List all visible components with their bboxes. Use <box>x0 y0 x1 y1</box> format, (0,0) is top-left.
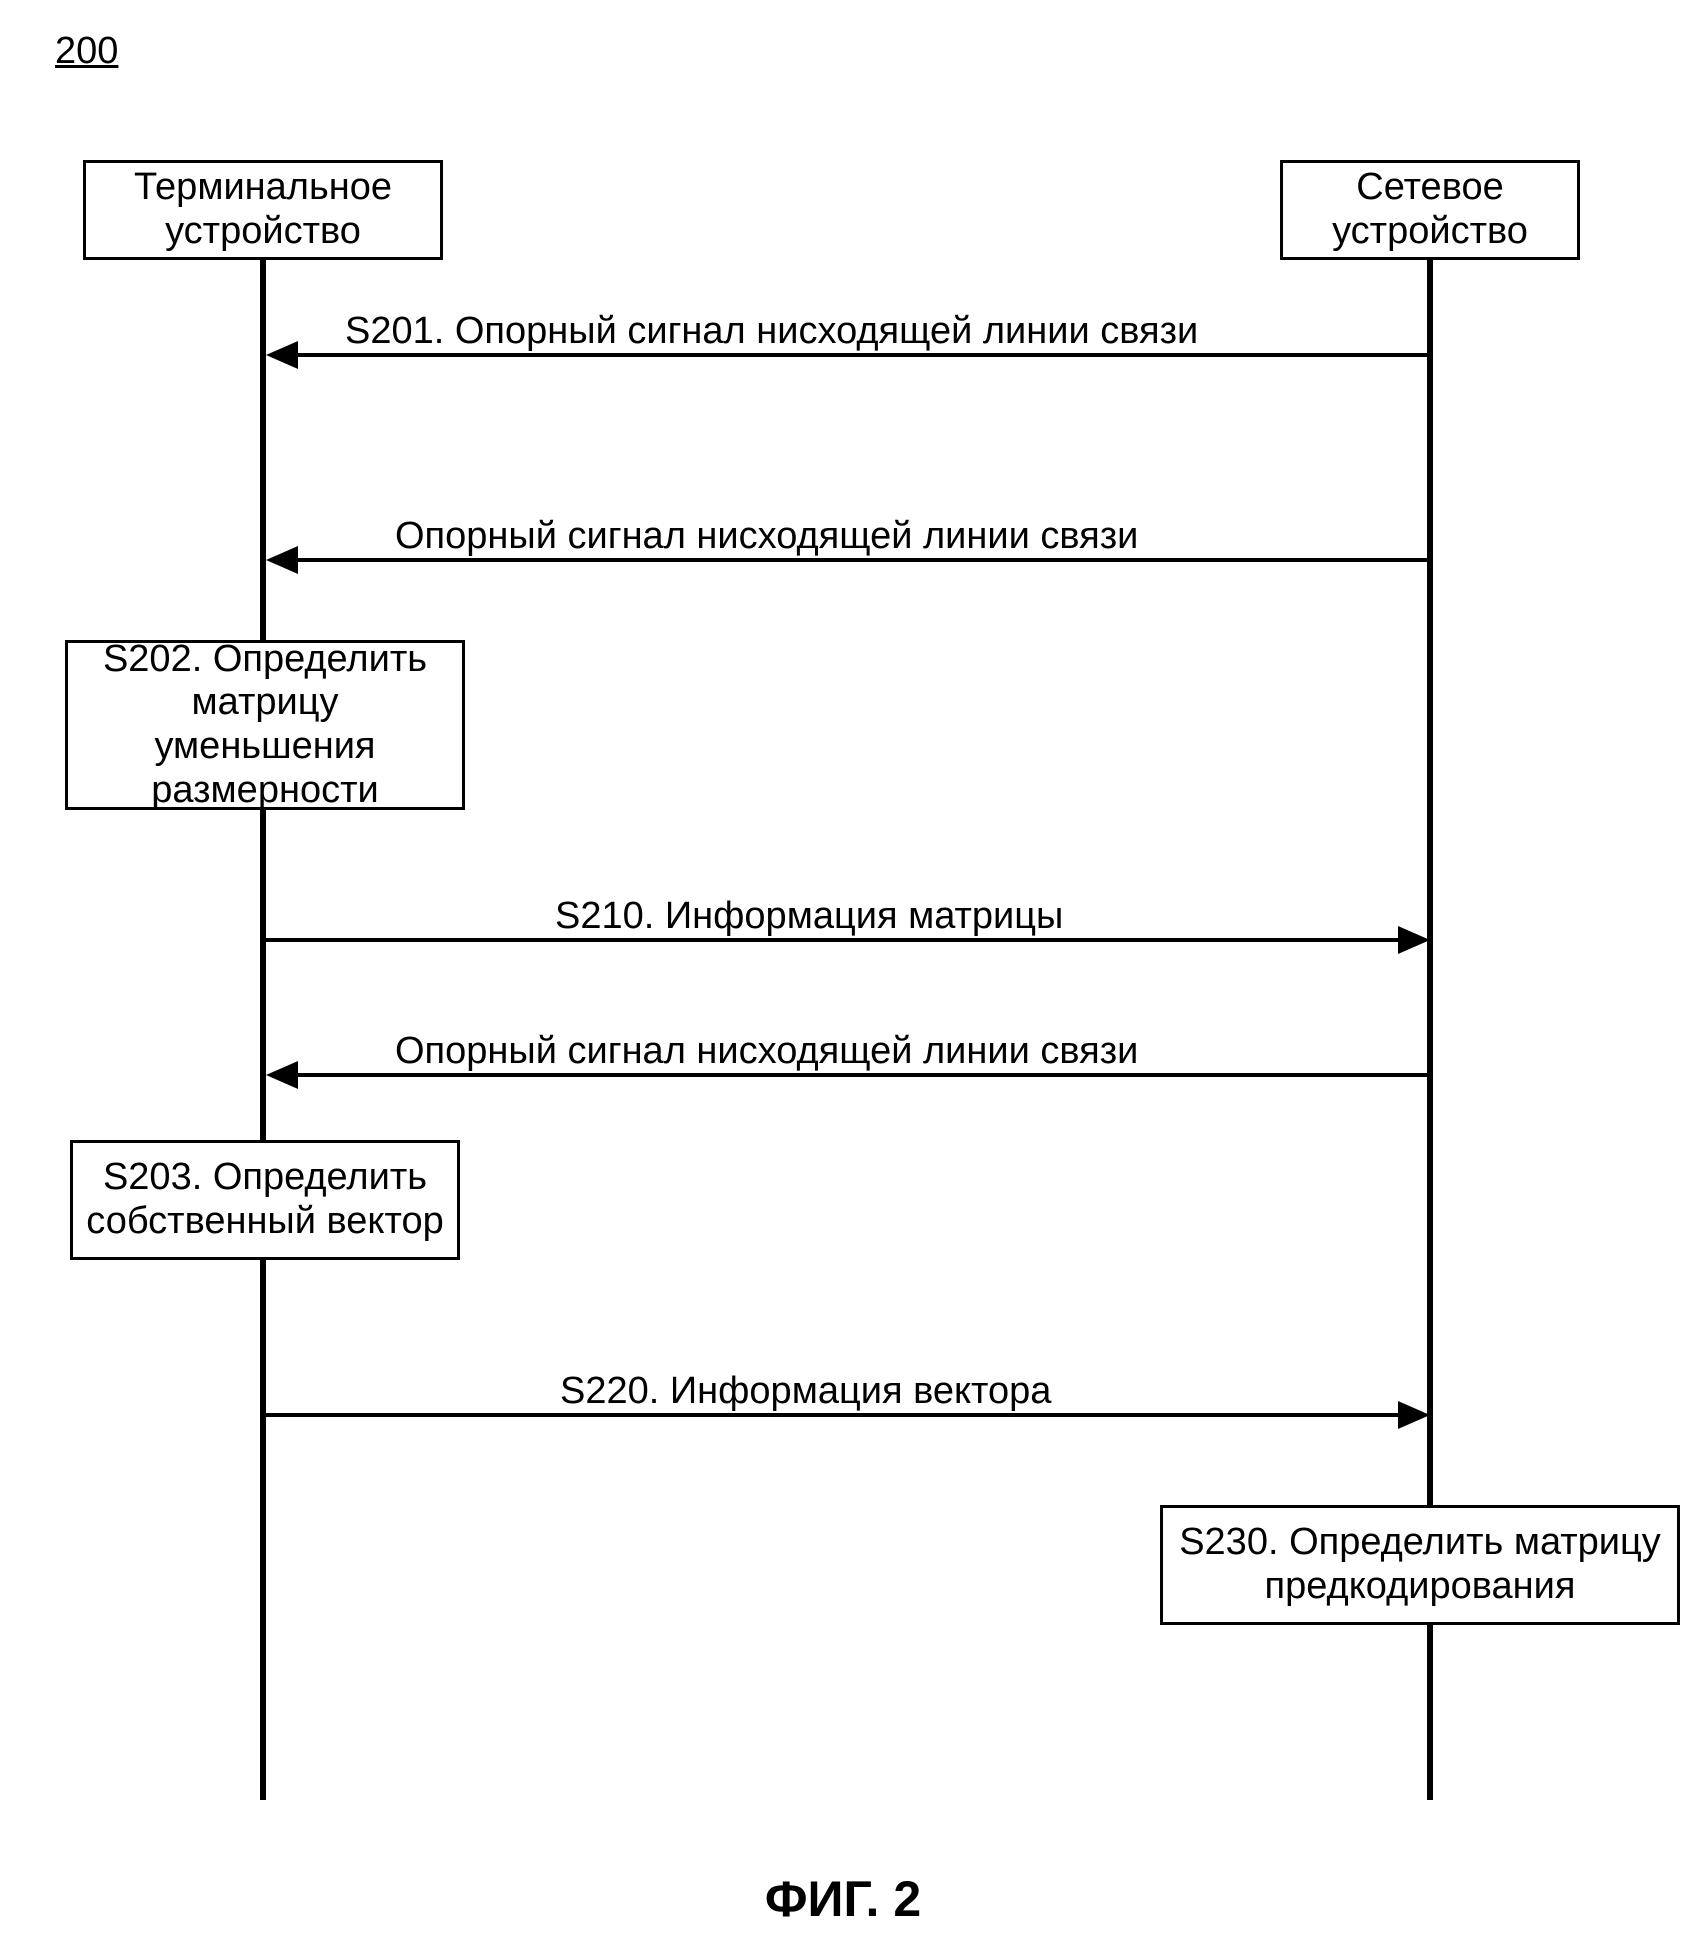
msg-ref3-line <box>298 1073 1430 1077</box>
msg-s210-arrowhead <box>1398 926 1430 954</box>
participant-terminal-line1: Терминальное <box>134 166 392 210</box>
msg-s210-label: S210. Информация матрицы <box>555 895 1063 938</box>
figure-caption: ФИГ. 2 <box>0 1870 1686 1928</box>
msg-s220-arrowhead <box>1398 1401 1430 1429</box>
msg-ref3-arrowhead <box>266 1061 298 1089</box>
lifeline-terminal <box>260 260 266 1800</box>
msg-ref3-label: Опорный сигнал нисходящей линии связи <box>395 1030 1138 1073</box>
msg-s201-line <box>298 353 1430 357</box>
msg-ref2-line <box>298 558 1430 562</box>
process-s230-line1: S230. Определить матрицу <box>1179 1521 1661 1565</box>
msg-ref2-label: Опорный сигнал нисходящей линии связи <box>395 515 1138 558</box>
msg-ref2-arrowhead <box>266 546 298 574</box>
figure-number: 200 <box>55 30 118 73</box>
process-s203: S203. Определить собственный вектор <box>70 1140 460 1260</box>
participant-terminal-line2: устройство <box>165 210 361 254</box>
process-s202-line2: матрицу уменьшения <box>76 681 454 768</box>
process-s230: S230. Определить матрицу предкодирования <box>1160 1505 1680 1625</box>
participant-network-line2: устройство <box>1332 210 1528 254</box>
process-s230-line2: предкодирования <box>1265 1565 1576 1609</box>
participant-network: Сетевое устройство <box>1280 160 1580 260</box>
msg-s220-line <box>266 1413 1398 1417</box>
msg-s201-arrowhead <box>266 341 298 369</box>
process-s203-line1: S203. Определить <box>103 1156 427 1200</box>
msg-s210-line <box>266 938 1398 942</box>
process-s203-line2: собственный вектор <box>86 1200 443 1244</box>
participant-network-line1: Сетевое <box>1356 166 1503 210</box>
process-s202-line3: размерности <box>151 769 378 813</box>
process-s202: S202. Определить матрицу уменьшения разм… <box>65 640 465 810</box>
participant-terminal: Терминальное устройство <box>83 160 443 260</box>
msg-s201-label: S201. Опорный сигнал нисходящей линии св… <box>345 310 1198 353</box>
msg-s220-label: S220. Информация вектора <box>560 1370 1051 1413</box>
process-s202-line1: S202. Определить <box>103 638 427 682</box>
